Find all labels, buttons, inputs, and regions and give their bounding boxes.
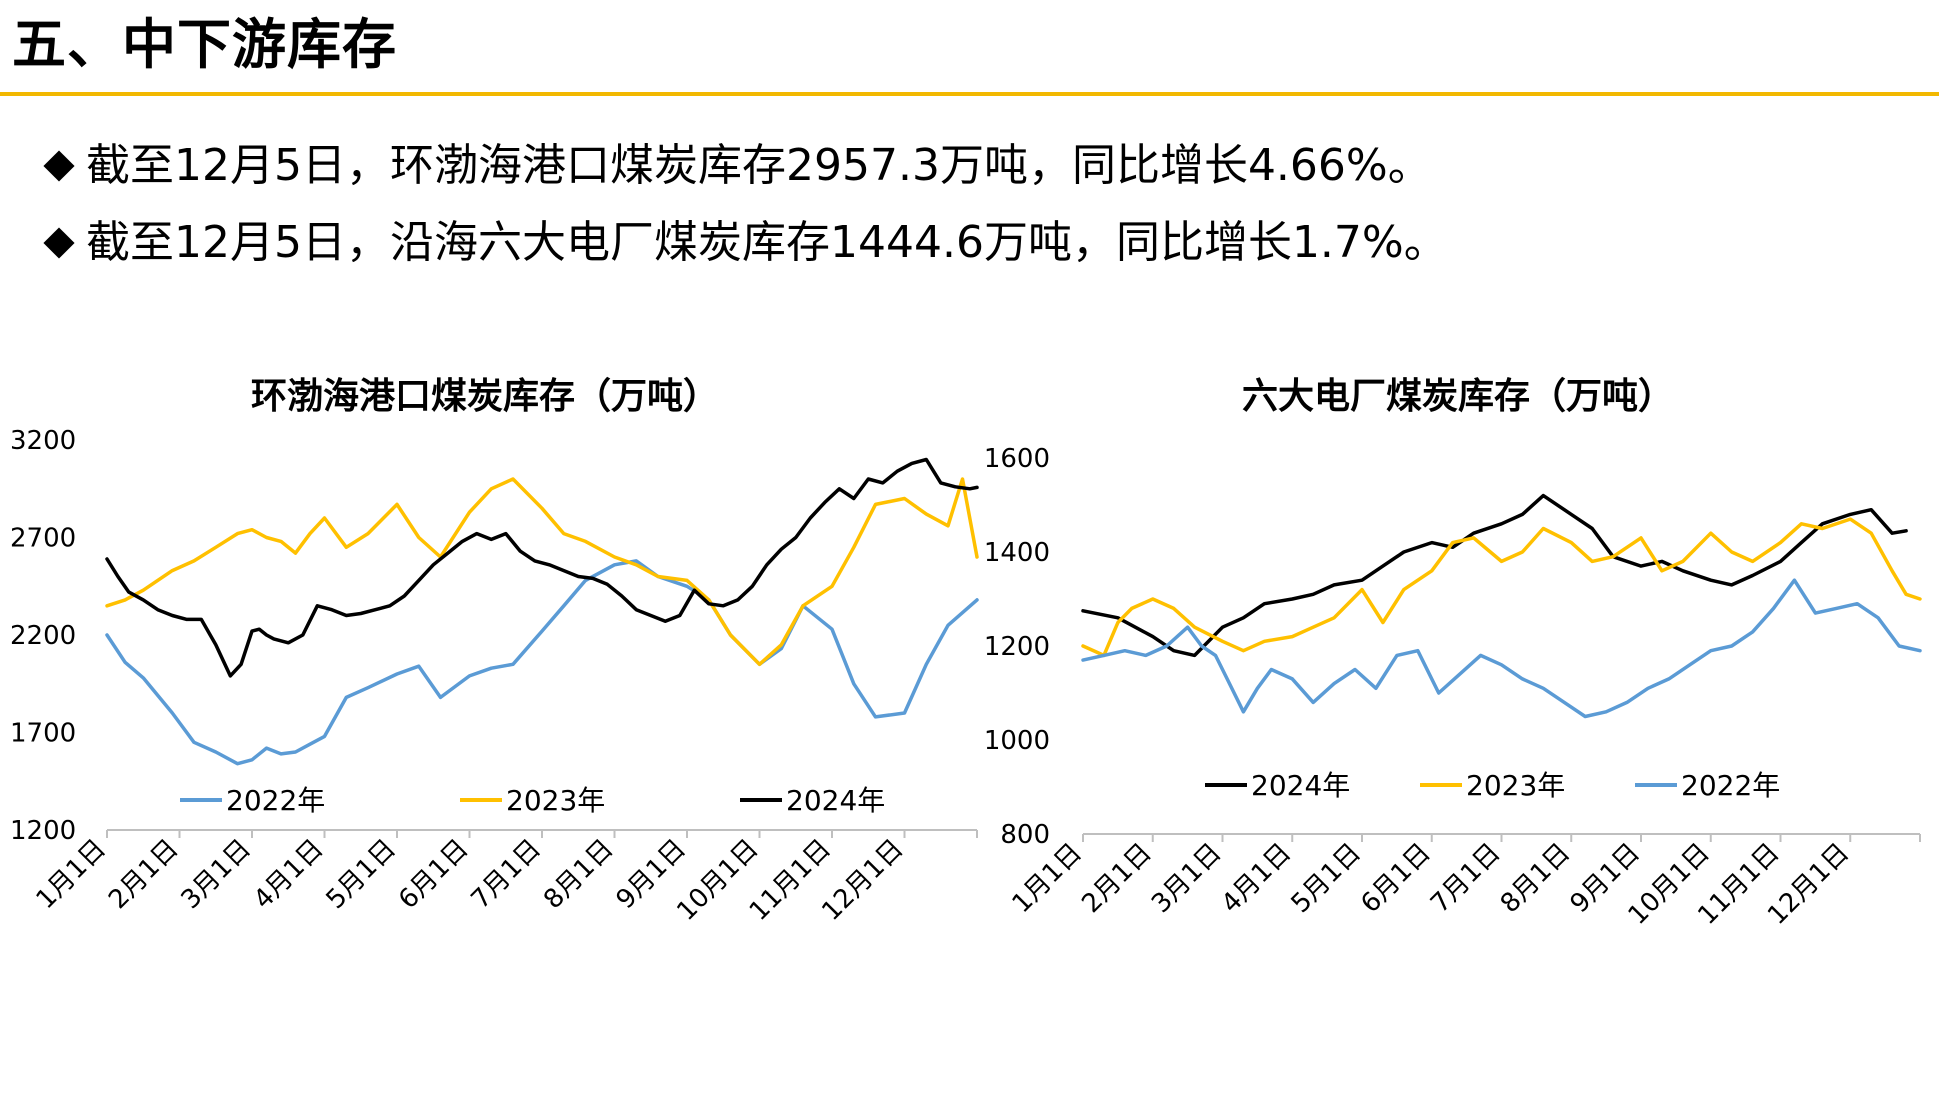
legend-label: 2023年 xyxy=(1466,769,1565,802)
legend-label: 2024年 xyxy=(786,784,885,817)
chart-title: 环渤海港口煤炭库存（万吨） xyxy=(251,376,719,417)
x-tick-label: 5月1日 xyxy=(1286,838,1367,919)
legend-item: 2022年 xyxy=(180,784,325,817)
page-title: 五、中下游库存 xyxy=(12,13,397,76)
x-tick-label: 2月1日 xyxy=(1076,838,1157,919)
legend-label: 2023年 xyxy=(506,784,605,817)
y-tick-label: 2200 xyxy=(10,621,76,651)
x-tick-label: 4月1日 xyxy=(1216,838,1297,919)
legend-item: 2024年 xyxy=(1205,769,1350,802)
chart-title: 六大电厂煤炭库存（万吨） xyxy=(1242,376,1674,417)
x-tick-label: 3月1日 xyxy=(176,834,257,915)
x-tick-label: 8月1日 xyxy=(1495,838,1576,919)
y-tick-label: 1200 xyxy=(984,632,1050,662)
x-tick-label: 6月1日 xyxy=(393,834,474,915)
bullet-item: 截至12月5日，环渤海港口煤炭库存2957.3万吨，同比增长4.66%。 xyxy=(43,140,1448,193)
y-tick-label: 1400 xyxy=(984,538,1050,568)
x-tick-label: 3月1日 xyxy=(1146,838,1227,919)
diamond-bullet-icon xyxy=(43,227,75,259)
legend-item: 2023年 xyxy=(460,784,605,817)
series-line xyxy=(1081,493,1908,658)
x-tick-label: 7月1日 xyxy=(466,834,547,915)
y-tick-label: 1000 xyxy=(984,726,1050,756)
series-line xyxy=(1081,517,1922,658)
x-tick-label: 5月1日 xyxy=(321,834,402,915)
plot-group: 六大电厂煤炭库存（万吨）80010001200140016001月1日2月1日3… xyxy=(984,376,1922,931)
x-tick-label: 6月1日 xyxy=(1355,838,1436,919)
x-tick-label: 8月1日 xyxy=(538,834,619,915)
power-plant-inventory-chart: 六大电厂煤炭库存（万吨）80010001200140016001月1日2月1日3… xyxy=(984,376,1922,931)
x-tick-label: 7月1日 xyxy=(1425,838,1506,919)
series-line xyxy=(105,477,979,667)
legend-label: 2022年 xyxy=(226,784,325,817)
title-underline xyxy=(0,92,1939,96)
bullet-text: 截至12月5日，沿海六大电厂煤炭库存1444.6万吨，同比增长1.7%。 xyxy=(86,216,1448,268)
series-line xyxy=(105,457,979,678)
y-tick-label: 800 xyxy=(1000,820,1050,850)
y-tick-label: 2700 xyxy=(10,524,76,554)
legend-label: 2024年 xyxy=(1251,769,1350,802)
y-tick-label: 1600 xyxy=(984,444,1050,474)
diamond-bullet-icon xyxy=(43,150,75,182)
bullet-list: 截至12月5日，环渤海港口煤炭库存2957.3万吨，同比增长4.66%。 截至1… xyxy=(43,140,1448,294)
bullet-item: 截至12月5日，沿海六大电厂煤炭库存1444.6万吨，同比增长1.7%。 xyxy=(43,216,1448,270)
legend-label: 2022年 xyxy=(1681,769,1780,802)
y-tick-label: 1700 xyxy=(10,719,76,749)
plot-group: 环渤海港口煤炭库存（万吨）120017002200270032001月1日2月1… xyxy=(10,376,979,927)
y-tick-label: 1200 xyxy=(10,816,76,846)
series-line xyxy=(105,559,979,766)
x-tick-label: 2月1日 xyxy=(103,834,184,915)
x-tick-label: 12月1日 xyxy=(816,834,909,927)
legend-item: 2024年 xyxy=(740,784,885,817)
x-tick-label: 4月1日 xyxy=(248,834,329,915)
port-inventory-chart: 环渤海港口煤炭库存（万吨）120017002200270032001月1日2月1… xyxy=(10,376,979,927)
y-tick-label: 3200 xyxy=(10,426,76,456)
legend-item: 2022年 xyxy=(1635,769,1780,802)
legend-item: 2023年 xyxy=(1420,769,1565,802)
bullet-text: 截至12月5日，环渤海港口煤炭库存2957.3万吨，同比增长4.66%。 xyxy=(86,140,1432,191)
series-line xyxy=(1081,578,1922,719)
